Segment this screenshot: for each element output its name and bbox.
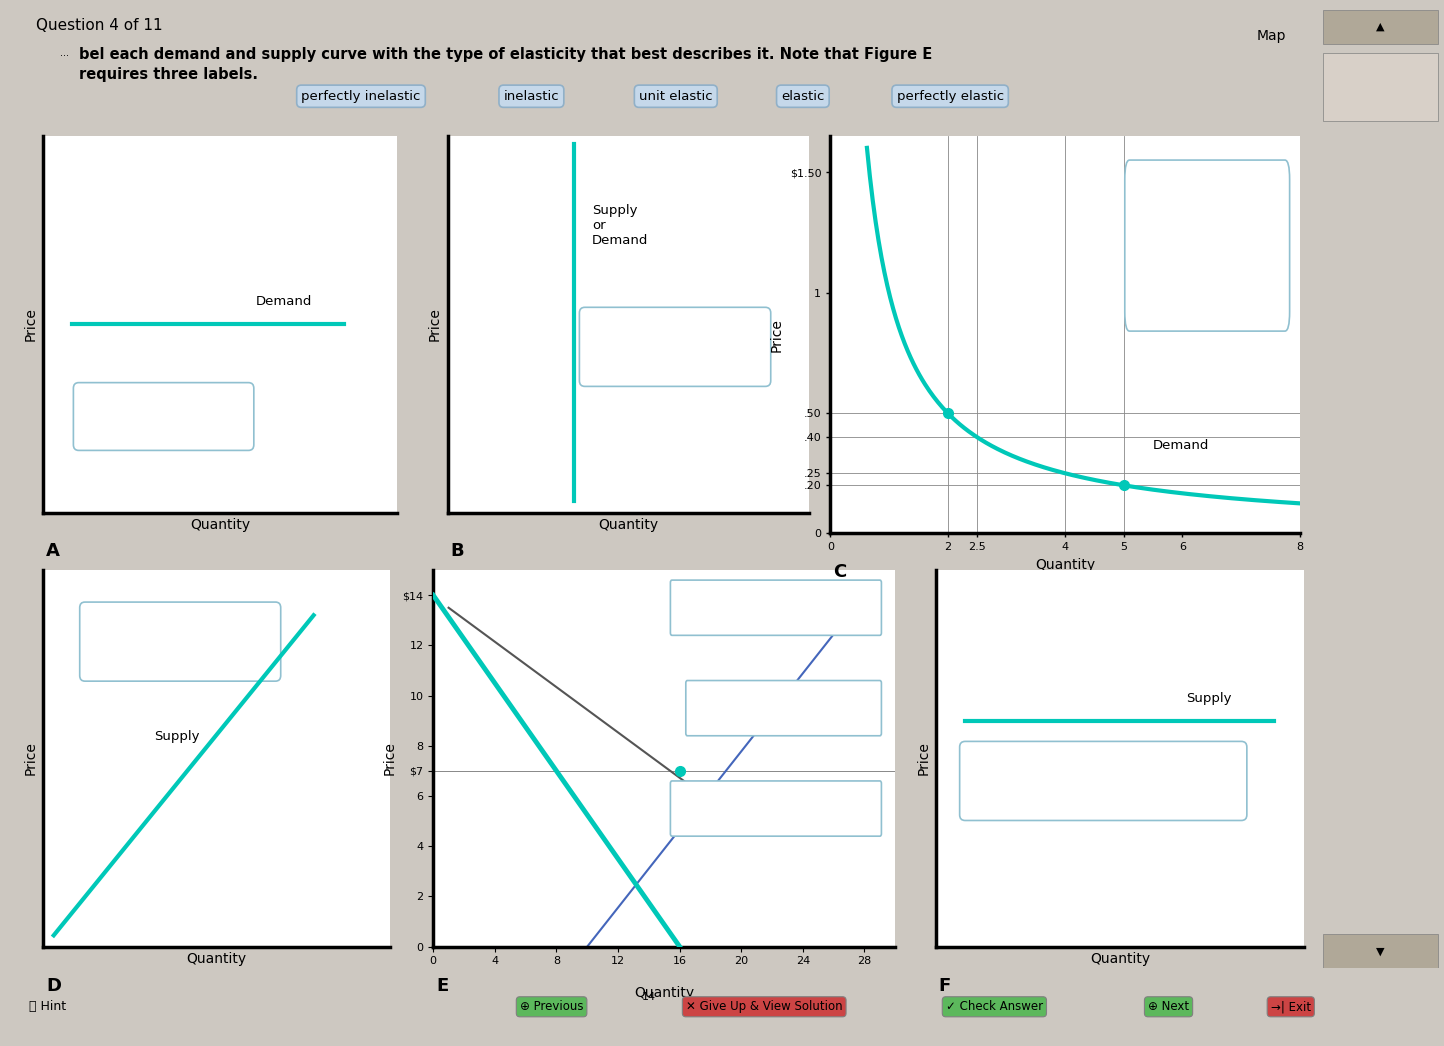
Y-axis label: Price: Price <box>23 308 38 341</box>
Y-axis label: Price: Price <box>427 308 442 341</box>
FancyBboxPatch shape <box>79 602 280 681</box>
Text: B: B <box>451 543 464 561</box>
Text: Supply: Supply <box>1186 691 1232 705</box>
Text: Supply: Supply <box>155 729 199 743</box>
Text: ▲: ▲ <box>1376 21 1385 31</box>
Text: Supply
or
Demand: Supply or Demand <box>592 204 648 247</box>
Text: ✕ Give Up & View Solution: ✕ Give Up & View Solution <box>686 1000 842 1014</box>
FancyBboxPatch shape <box>686 681 881 735</box>
Text: inelastic: inelastic <box>504 90 559 103</box>
Text: C: C <box>833 564 846 582</box>
X-axis label: Quantity: Quantity <box>191 518 250 532</box>
Text: perfectly elastic: perfectly elastic <box>897 90 1004 103</box>
X-axis label: Quantity: Quantity <box>634 985 695 1000</box>
Text: E: E <box>436 977 448 995</box>
FancyBboxPatch shape <box>670 781 881 836</box>
FancyBboxPatch shape <box>1125 160 1289 332</box>
FancyBboxPatch shape <box>74 383 254 451</box>
Text: ⊕ Next: ⊕ Next <box>1148 1000 1188 1014</box>
FancyBboxPatch shape <box>670 581 881 635</box>
Text: Map: Map <box>1256 28 1285 43</box>
Y-axis label: Price: Price <box>915 742 930 775</box>
X-axis label: Quantity: Quantity <box>186 952 247 967</box>
Text: ⊕ Previous: ⊕ Previous <box>520 1000 583 1014</box>
Text: Demand: Demand <box>1152 439 1209 452</box>
Text: requires three labels.: requires three labels. <box>79 67 258 82</box>
Text: bel each demand and supply curve with the type of elasticity that best describes: bel each demand and supply curve with th… <box>79 47 933 62</box>
X-axis label: Quantity: Quantity <box>598 518 658 532</box>
Bar <box>1323 53 1438 120</box>
Text: ...: ... <box>61 48 69 58</box>
Text: ✓ Check Answer: ✓ Check Answer <box>946 1000 1043 1014</box>
X-axis label: Quantity: Quantity <box>1035 559 1095 572</box>
FancyBboxPatch shape <box>579 308 771 386</box>
Y-axis label: Price: Price <box>23 742 38 775</box>
Text: perfectly inelastic: perfectly inelastic <box>302 90 420 103</box>
Text: 14: 14 <box>641 992 656 1002</box>
Text: unit elastic: unit elastic <box>640 90 712 103</box>
Bar <box>1323 10 1438 44</box>
Y-axis label: Price: Price <box>770 318 784 351</box>
Text: 💡 Hint: 💡 Hint <box>29 1000 66 1014</box>
Text: Question 4 of 11: Question 4 of 11 <box>36 19 162 33</box>
FancyBboxPatch shape <box>960 742 1246 820</box>
Text: D: D <box>46 977 61 995</box>
Text: A: A <box>46 543 61 561</box>
Text: ▼: ▼ <box>1376 947 1385 956</box>
Bar <box>1323 934 1438 968</box>
Text: →| Exit: →| Exit <box>1271 1000 1311 1014</box>
Text: Demand: Demand <box>256 295 312 309</box>
Text: F: F <box>939 977 950 995</box>
Text: elastic: elastic <box>781 90 825 103</box>
Text: Demand: Demand <box>695 798 751 812</box>
Y-axis label: Price: Price <box>383 742 397 775</box>
X-axis label: Quantity: Quantity <box>1090 952 1149 967</box>
